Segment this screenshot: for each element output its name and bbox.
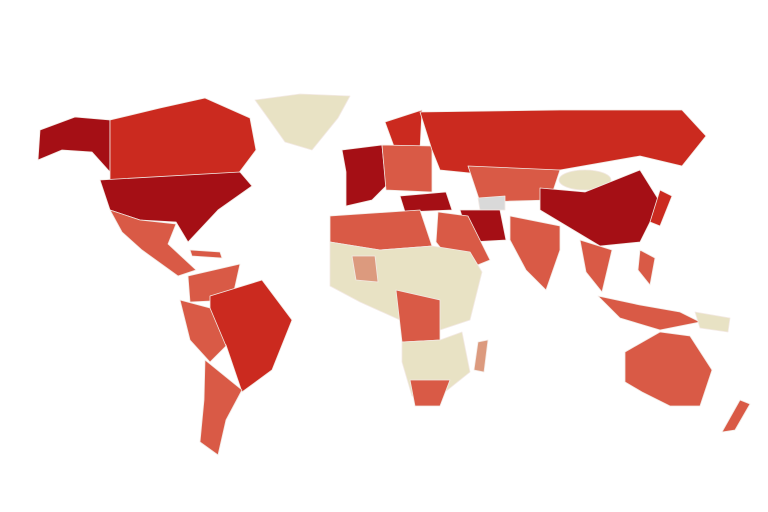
region-south-africa[interactable] bbox=[409, 379, 451, 407]
region-philippines[interactable] bbox=[637, 249, 656, 286]
region-north-africa[interactable] bbox=[329, 209, 433, 251]
region-mongolia[interactable] bbox=[558, 169, 612, 191]
region-turkey[interactable] bbox=[399, 191, 453, 213]
region-eastern-europe[interactable] bbox=[381, 144, 433, 193]
region-mexico-central-america[interactable] bbox=[109, 209, 197, 277]
region-russia[interactable] bbox=[419, 109, 707, 177]
region-southeast-asia[interactable] bbox=[579, 239, 613, 293]
region-indonesia[interactable] bbox=[597, 295, 701, 331]
region-india[interactable] bbox=[509, 215, 561, 291]
region-china[interactable] bbox=[539, 169, 661, 247]
region-peru-bolivia[interactable] bbox=[179, 299, 227, 363]
region-canada[interactable] bbox=[109, 97, 257, 183]
region-new-zealand[interactable] bbox=[721, 399, 751, 433]
region-argentina-chile[interactable] bbox=[199, 359, 243, 456]
region-greenland[interactable] bbox=[254, 93, 351, 151]
region-madagascar[interactable] bbox=[473, 339, 489, 373]
region-caucasus[interactable] bbox=[477, 195, 506, 211]
region-western-europe[interactable] bbox=[341, 144, 387, 207]
region-caribbean[interactable] bbox=[189, 249, 223, 259]
region-alaska[interactable] bbox=[37, 116, 111, 173]
region-west-africa[interactable] bbox=[351, 255, 379, 283]
region-japan[interactable] bbox=[649, 189, 673, 227]
region-australia[interactable] bbox=[624, 331, 713, 407]
region-papua[interactable] bbox=[694, 311, 731, 333]
